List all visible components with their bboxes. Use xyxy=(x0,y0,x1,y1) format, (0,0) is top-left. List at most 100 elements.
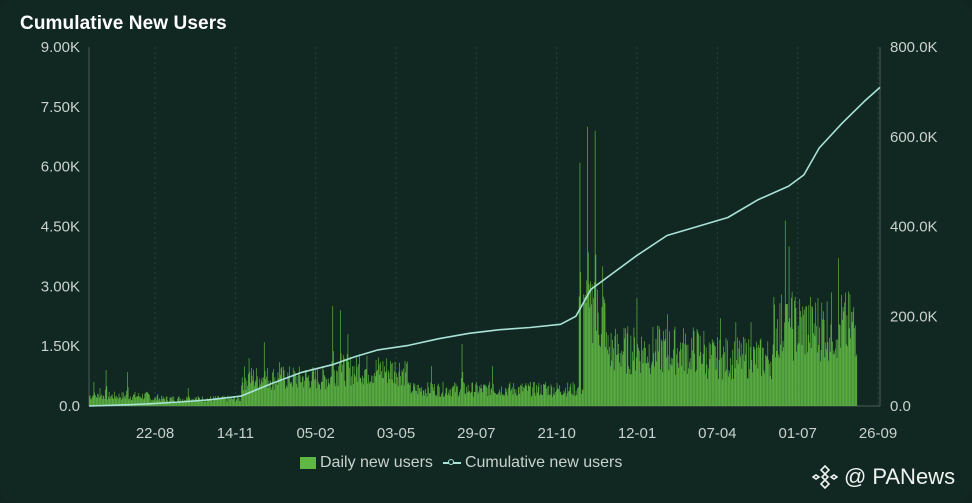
daily-bar xyxy=(516,395,518,406)
daily-bar xyxy=(346,359,347,406)
legend-item-cumulative[interactable]: Cumulative new users xyxy=(442,454,623,472)
daily-bar xyxy=(603,299,605,406)
daily-bar xyxy=(330,377,331,406)
daily-bar xyxy=(254,386,255,406)
daily-bar xyxy=(631,374,632,406)
right-tick-label: 600.0K xyxy=(890,129,938,146)
daily-bar xyxy=(208,399,210,406)
daily-bar xyxy=(586,280,588,406)
legend-label-cumulative: Cumulative new users xyxy=(464,454,623,471)
daily-bar xyxy=(223,395,225,406)
daily-bar xyxy=(339,362,340,406)
daily-bar xyxy=(806,352,808,406)
daily-bar xyxy=(442,381,444,406)
daily-bar xyxy=(838,324,840,406)
daily-bar xyxy=(227,395,229,406)
daily-bar xyxy=(495,394,497,406)
daily-bar xyxy=(625,328,626,406)
daily-bar xyxy=(225,396,226,406)
daily-bar xyxy=(645,363,647,406)
daily-bar xyxy=(313,367,315,406)
daily-bar xyxy=(473,396,474,406)
daily-bar xyxy=(387,370,389,406)
daily-bar xyxy=(388,372,390,406)
daily-bar xyxy=(851,321,853,406)
daily-bar xyxy=(488,384,489,406)
daily-bar xyxy=(231,398,233,406)
daily-bar xyxy=(401,370,403,406)
daily-bar xyxy=(353,365,355,406)
daily-bar xyxy=(187,388,189,406)
daily-bar xyxy=(780,344,782,406)
daily-bar xyxy=(307,377,308,406)
daily-bar xyxy=(555,392,556,406)
daily-bar xyxy=(673,349,674,406)
daily-bar xyxy=(332,306,334,406)
daily-bar xyxy=(810,296,811,406)
daily-bar xyxy=(228,398,229,406)
daily-bar xyxy=(116,395,118,406)
x-tick-label: 03-05 xyxy=(377,425,415,442)
daily-bar xyxy=(636,298,638,406)
daily-bar xyxy=(384,372,386,406)
daily-bar xyxy=(197,399,198,406)
daily-bar xyxy=(128,399,130,406)
daily-bar xyxy=(482,392,483,406)
daily-bar xyxy=(368,374,369,406)
daily-bar xyxy=(118,393,120,406)
daily-bar xyxy=(397,377,398,406)
daily-bar xyxy=(352,366,353,406)
daily-bar xyxy=(778,354,779,406)
daily-bar xyxy=(724,352,725,406)
daily-bar xyxy=(596,330,597,406)
daily-bar xyxy=(419,388,420,406)
daily-bar xyxy=(699,335,701,406)
daily-bar xyxy=(702,363,703,406)
daily-bar xyxy=(714,346,716,406)
daily-bar xyxy=(192,398,194,406)
daily-bar xyxy=(161,395,162,406)
daily-bar xyxy=(510,390,512,406)
daily-bar xyxy=(775,357,776,406)
daily-bar xyxy=(565,396,567,406)
daily-bar xyxy=(663,341,665,406)
daily-bar xyxy=(854,328,855,406)
daily-bar xyxy=(620,366,622,406)
daily-bar xyxy=(569,386,571,406)
daily-bar xyxy=(454,382,455,406)
daily-bar xyxy=(765,354,766,406)
daily-bar xyxy=(665,329,667,406)
daily-bar xyxy=(299,375,301,406)
left-tick-label: 6.00K xyxy=(41,159,80,176)
daily-bar xyxy=(407,383,409,406)
daily-bar xyxy=(350,385,352,406)
daily-bar xyxy=(155,397,156,406)
daily-bar xyxy=(662,372,664,406)
legend-item-daily[interactable]: Daily new users xyxy=(300,454,433,472)
daily-bar xyxy=(742,354,744,406)
daily-bar xyxy=(415,390,416,406)
daily-bar xyxy=(448,389,450,406)
daily-bar xyxy=(653,353,655,406)
daily-bar xyxy=(833,350,835,406)
daily-bar xyxy=(757,368,759,406)
daily-bar xyxy=(240,400,242,406)
daily-bar xyxy=(523,386,524,406)
daily-bar xyxy=(376,371,378,406)
chart-title: Cumulative New Users xyxy=(20,13,227,34)
daily-bar xyxy=(604,303,606,406)
daily-bar xyxy=(176,401,178,406)
daily-bar xyxy=(123,392,124,406)
daily-bar xyxy=(781,351,783,406)
daily-bar xyxy=(597,289,598,406)
daily-bar xyxy=(565,387,566,406)
daily-bar xyxy=(351,376,353,406)
daily-bar xyxy=(297,387,299,406)
daily-bar xyxy=(101,399,103,406)
daily-bar xyxy=(583,294,585,406)
daily-bar xyxy=(397,386,399,406)
daily-bar xyxy=(403,385,405,406)
daily-bar xyxy=(145,392,146,406)
daily-bar xyxy=(300,382,302,406)
daily-bar xyxy=(127,387,129,406)
